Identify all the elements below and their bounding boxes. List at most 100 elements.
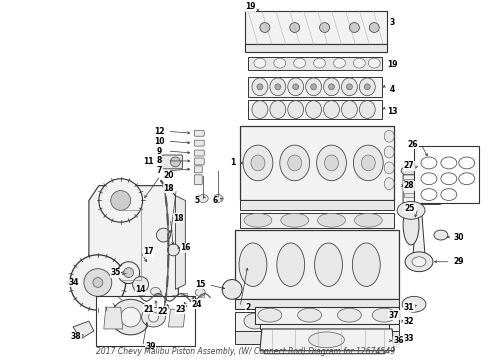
Ellipse shape (111, 299, 150, 335)
Ellipse shape (349, 23, 359, 32)
Ellipse shape (354, 213, 382, 227)
Bar (181, 293, 187, 297)
Polygon shape (413, 203, 425, 255)
Polygon shape (248, 100, 382, 120)
Polygon shape (245, 44, 387, 52)
Text: 18: 18 (173, 214, 184, 223)
Polygon shape (240, 201, 394, 210)
Ellipse shape (257, 84, 263, 90)
Ellipse shape (274, 58, 286, 68)
Text: 17: 17 (143, 247, 154, 256)
Ellipse shape (244, 313, 266, 329)
Ellipse shape (213, 194, 223, 202)
Ellipse shape (252, 78, 268, 96)
Ellipse shape (402, 296, 426, 312)
Ellipse shape (384, 178, 394, 190)
Ellipse shape (133, 276, 148, 292)
Text: 25: 25 (405, 204, 415, 213)
Ellipse shape (150, 287, 161, 295)
Ellipse shape (384, 130, 394, 142)
Text: 27: 27 (404, 161, 415, 170)
Text: 24: 24 (191, 300, 201, 309)
Ellipse shape (277, 243, 305, 287)
Ellipse shape (298, 308, 321, 322)
Ellipse shape (369, 23, 379, 32)
Ellipse shape (384, 162, 394, 174)
Ellipse shape (99, 179, 143, 222)
Ellipse shape (118, 262, 140, 283)
Polygon shape (73, 321, 94, 339)
Text: 19: 19 (387, 60, 397, 69)
Bar (147, 298, 152, 302)
Ellipse shape (403, 206, 419, 245)
Polygon shape (169, 309, 185, 327)
Ellipse shape (293, 84, 299, 90)
Ellipse shape (290, 23, 300, 32)
Ellipse shape (171, 157, 180, 167)
Text: 36: 36 (394, 336, 404, 345)
Ellipse shape (361, 155, 375, 171)
FancyBboxPatch shape (195, 158, 204, 165)
Ellipse shape (357, 313, 379, 329)
Bar (96, 296, 196, 346)
FancyBboxPatch shape (195, 175, 202, 185)
Text: 7: 7 (157, 166, 162, 175)
Ellipse shape (306, 78, 321, 96)
Ellipse shape (323, 101, 340, 118)
Ellipse shape (359, 78, 375, 96)
Ellipse shape (352, 243, 380, 287)
Ellipse shape (342, 78, 357, 96)
Ellipse shape (252, 101, 268, 118)
Text: 37: 37 (389, 311, 399, 320)
Polygon shape (264, 334, 385, 354)
Ellipse shape (353, 145, 383, 181)
Ellipse shape (288, 101, 304, 118)
Ellipse shape (70, 255, 125, 310)
Ellipse shape (93, 278, 103, 287)
Ellipse shape (365, 84, 370, 90)
Text: 5: 5 (195, 196, 200, 205)
Polygon shape (248, 57, 382, 70)
Polygon shape (104, 307, 122, 329)
Ellipse shape (328, 84, 335, 90)
Text: 4: 4 (390, 85, 395, 94)
Polygon shape (255, 307, 399, 324)
Text: 28: 28 (404, 181, 415, 190)
Ellipse shape (319, 313, 342, 329)
Text: 11: 11 (143, 157, 154, 166)
Ellipse shape (434, 230, 448, 240)
Ellipse shape (397, 202, 425, 219)
Polygon shape (240, 213, 394, 228)
Ellipse shape (270, 101, 286, 118)
Ellipse shape (309, 332, 344, 348)
Ellipse shape (405, 252, 433, 272)
Text: 33: 33 (404, 334, 415, 343)
Ellipse shape (319, 23, 329, 32)
Ellipse shape (317, 145, 346, 181)
Ellipse shape (84, 269, 112, 296)
Polygon shape (260, 309, 389, 329)
Polygon shape (89, 186, 178, 304)
Ellipse shape (244, 213, 272, 227)
Ellipse shape (196, 288, 205, 296)
Text: 30: 30 (454, 233, 464, 242)
Text: 13: 13 (387, 107, 397, 116)
Text: 39: 39 (146, 342, 156, 351)
Ellipse shape (294, 58, 306, 68)
Ellipse shape (323, 78, 340, 96)
Bar (138, 295, 144, 299)
FancyBboxPatch shape (195, 130, 204, 136)
Ellipse shape (258, 308, 282, 322)
Polygon shape (235, 312, 399, 331)
Bar (164, 298, 170, 302)
Ellipse shape (288, 155, 302, 171)
Ellipse shape (334, 58, 345, 68)
Ellipse shape (239, 243, 267, 287)
Polygon shape (175, 195, 185, 289)
Ellipse shape (168, 244, 179, 256)
Text: 19: 19 (245, 2, 255, 11)
Ellipse shape (222, 280, 242, 299)
FancyBboxPatch shape (403, 175, 441, 204)
Text: 2017 Chevy Malibu Piston Assembly, (W/ Connect Rod) Diagram for 12674549: 2017 Chevy Malibu Piston Assembly, (W/ C… (96, 347, 394, 356)
Bar (414, 146, 479, 203)
